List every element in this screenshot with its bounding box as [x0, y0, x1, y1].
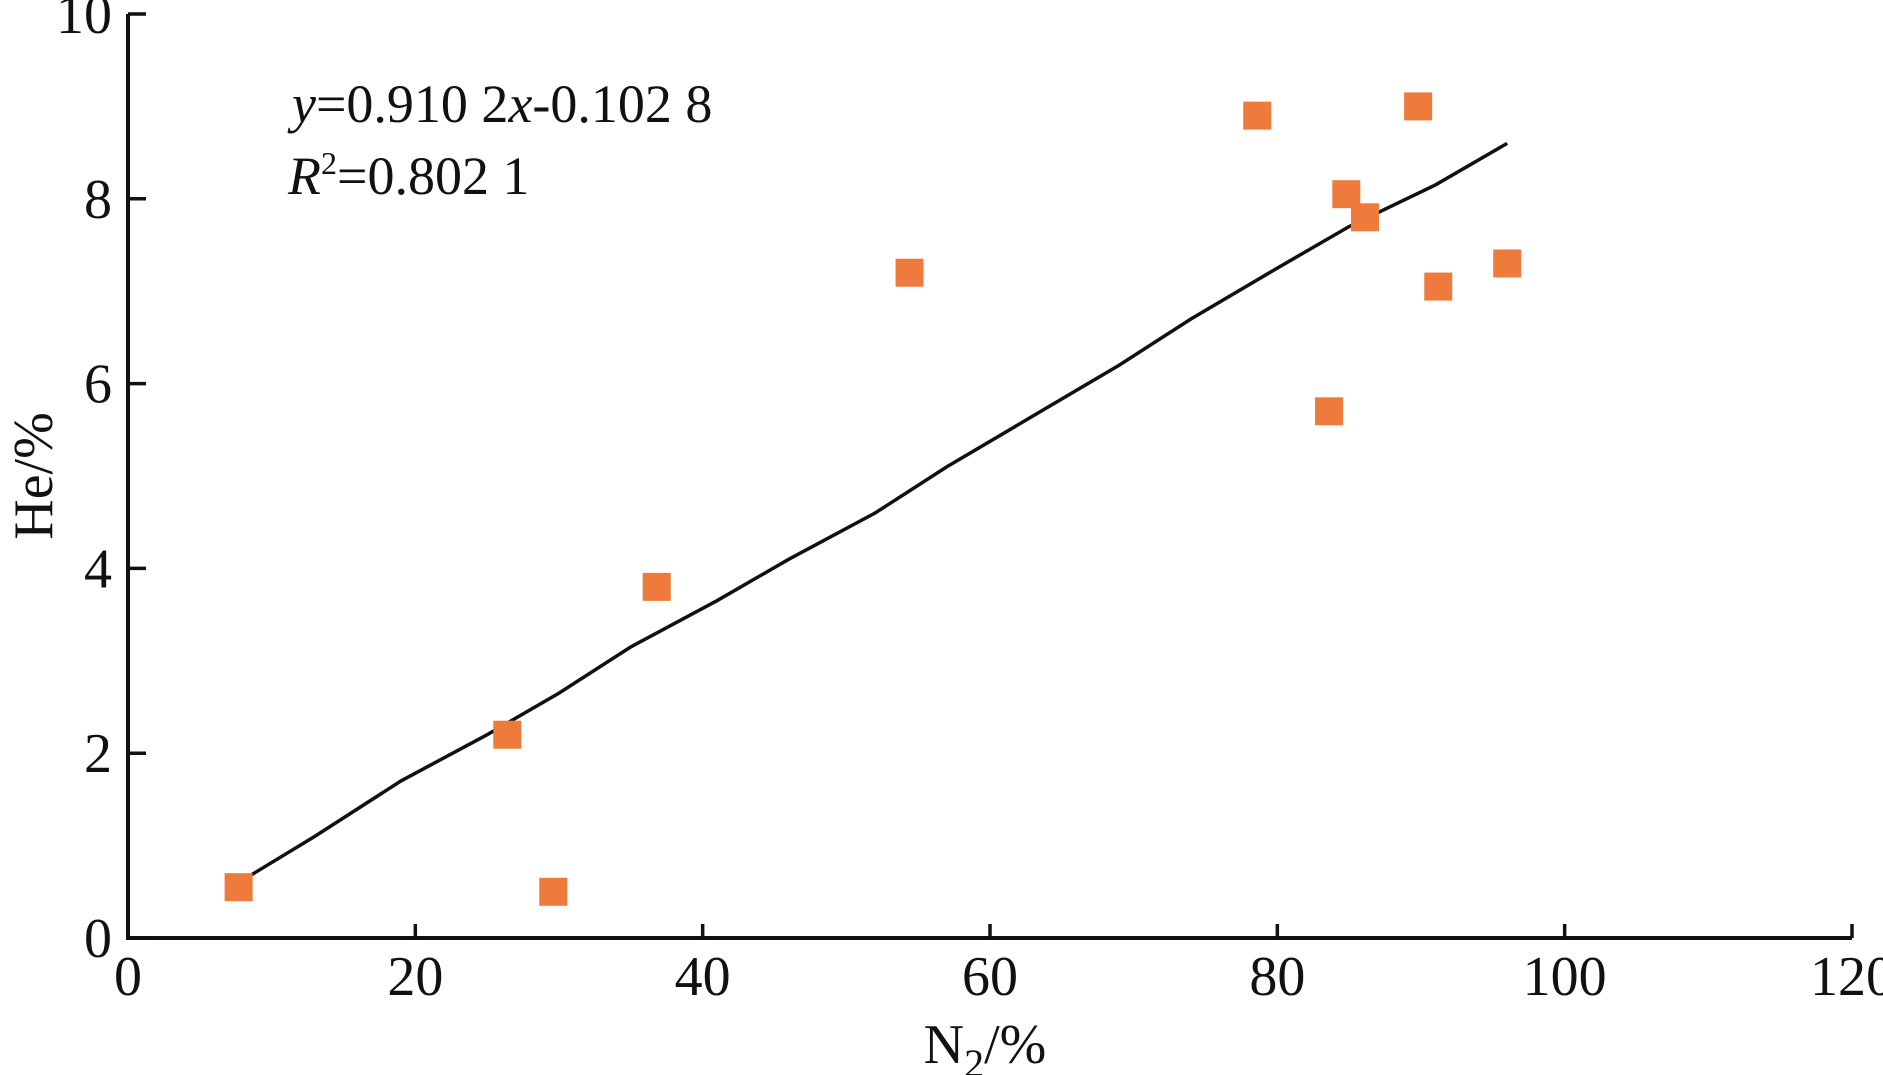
- y-tick-label-0: 0: [84, 908, 112, 970]
- trendline-layer: [237, 141, 1509, 885]
- regression-equation: y=0.910 2x-0.102 8: [287, 74, 712, 134]
- data-point: [1404, 92, 1433, 121]
- data-point: [1315, 397, 1344, 426]
- data-point: [1350, 203, 1379, 232]
- y-tick-label-6: 6: [84, 354, 112, 416]
- x-tick-label-60: 60: [962, 946, 1018, 1008]
- data-point: [224, 873, 253, 902]
- y-tick-label-4: 4: [84, 538, 112, 600]
- data-point: [1493, 249, 1522, 278]
- y-ticks: 0 2 4 6 8 10: [56, 0, 146, 970]
- data-point: [539, 877, 568, 906]
- y-tick-label-2: 2: [84, 723, 112, 785]
- data-point-layer: [224, 92, 1522, 906]
- x-tick-label-0: 0: [114, 946, 142, 1008]
- data-point: [642, 572, 671, 601]
- data-point: [1424, 272, 1453, 301]
- y-tick-label-8: 8: [84, 169, 112, 231]
- x-tick-label-100: 100: [1523, 946, 1607, 1008]
- regression-line: [237, 141, 1509, 885]
- x-tick-label-80: 80: [1249, 946, 1305, 1008]
- x-tick-label-20: 20: [387, 946, 443, 1008]
- data-point: [895, 258, 924, 287]
- x-tick-label-40: 40: [675, 946, 731, 1008]
- y-tick-label-10: 10: [56, 0, 112, 46]
- x-axis-title: N2/%: [924, 1014, 1047, 1075]
- data-point: [1243, 101, 1272, 130]
- r-squared-label: R2=0.802 1: [287, 145, 529, 206]
- x-tick-label-120: 120: [1810, 946, 1883, 1008]
- x-ticks: 0 20 40 60 80 100 120: [114, 924, 1883, 1008]
- data-point: [493, 720, 522, 749]
- y-axis-title: He/%: [3, 412, 65, 540]
